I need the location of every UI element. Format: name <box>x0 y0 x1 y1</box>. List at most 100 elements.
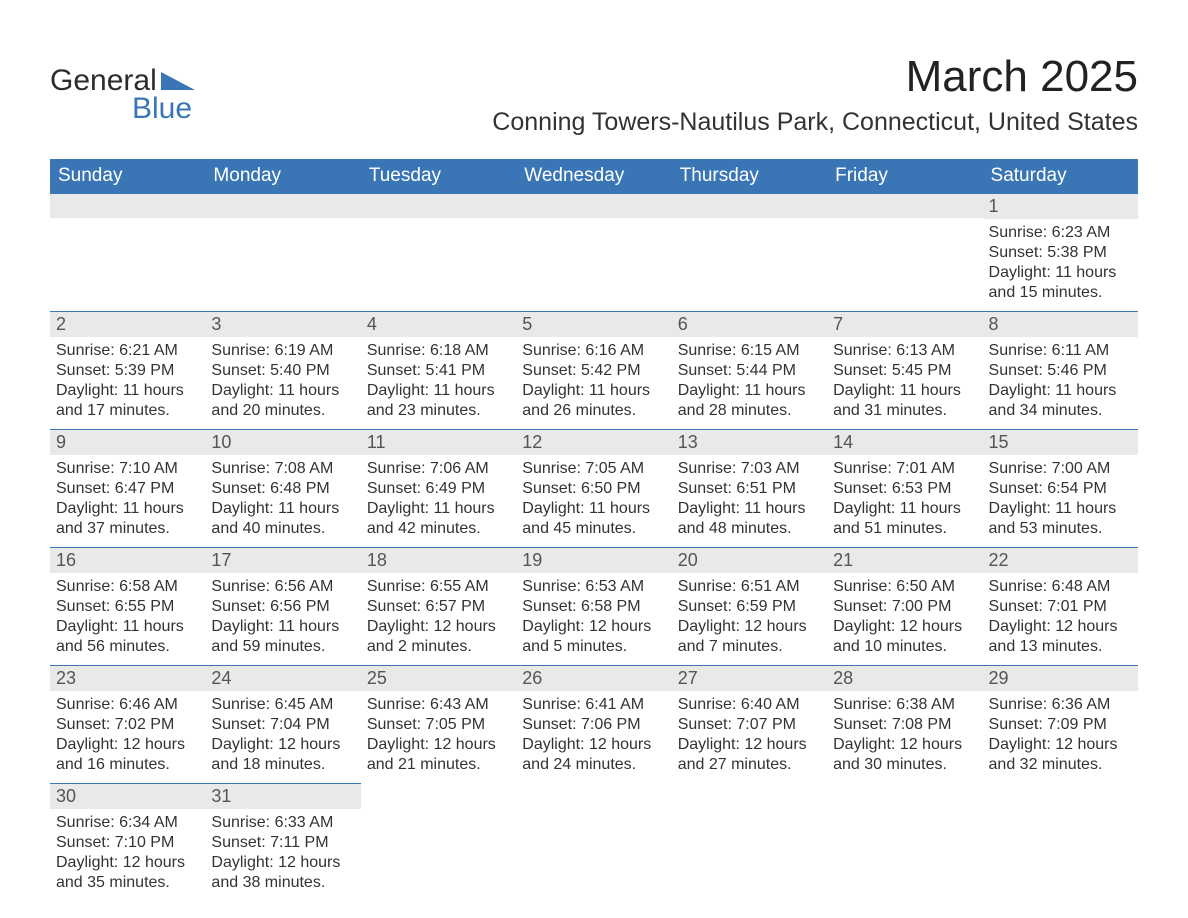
calendar-cell: 12Sunrise: 7:05 AMSunset: 6:50 PMDayligh… <box>516 430 671 548</box>
day-sunset: Sunset: 5:45 PM <box>833 361 976 381</box>
calendar-cell: 26Sunrise: 6:41 AMSunset: 7:06 PMDayligh… <box>516 666 671 784</box>
day-data: Sunrise: 6:11 AMSunset: 5:46 PMDaylight:… <box>983 337 1138 429</box>
calendar-cell <box>361 784 516 902</box>
calendar-week: 30Sunrise: 6:34 AMSunset: 7:10 PMDayligh… <box>50 784 1138 902</box>
day-sunrise: Sunrise: 7:00 AM <box>989 459 1132 479</box>
day-sunset: Sunset: 6:56 PM <box>211 597 354 617</box>
day-sunrise: Sunrise: 7:06 AM <box>367 459 510 479</box>
calendar-cell: 31Sunrise: 6:33 AMSunset: 7:11 PMDayligh… <box>205 784 360 902</box>
calendar-cell <box>827 784 982 902</box>
day-day1: Daylight: 11 hours <box>522 381 665 401</box>
calendar-head: SundayMondayTuesdayWednesdayThursdayFrid… <box>50 159 1138 194</box>
day-day2: and 53 minutes. <box>989 519 1132 539</box>
day-sunset: Sunset: 5:41 PM <box>367 361 510 381</box>
day-data <box>205 218 360 298</box>
day-data: Sunrise: 6:33 AMSunset: 7:11 PMDaylight:… <box>205 809 360 901</box>
day-number: 31 <box>205 784 360 809</box>
day-day1: Daylight: 11 hours <box>989 263 1132 283</box>
calendar-cell: 14Sunrise: 7:01 AMSunset: 6:53 PMDayligh… <box>827 430 982 548</box>
dayname-row: SundayMondayTuesdayWednesdayThursdayFrid… <box>50 159 1138 194</box>
day-day1: Daylight: 11 hours <box>989 499 1132 519</box>
day-data: Sunrise: 6:40 AMSunset: 7:07 PMDaylight:… <box>672 691 827 783</box>
day-day1: Daylight: 11 hours <box>56 381 199 401</box>
day-number: 14 <box>827 430 982 455</box>
day-sunrise: Sunrise: 6:50 AM <box>833 577 976 597</box>
calendar-cell: 22Sunrise: 6:48 AMSunset: 7:01 PMDayligh… <box>983 548 1138 666</box>
day-sunset: Sunset: 6:51 PM <box>678 479 821 499</box>
day-data: Sunrise: 6:51 AMSunset: 6:59 PMDaylight:… <box>672 573 827 665</box>
day-number: 27 <box>672 666 827 691</box>
calendar-cell <box>827 194 982 312</box>
day-data <box>983 808 1138 888</box>
day-data: Sunrise: 6:58 AMSunset: 6:55 PMDaylight:… <box>50 573 205 665</box>
dayname-saturday: Saturday <box>983 159 1138 194</box>
day-number <box>672 194 827 218</box>
day-day1: Daylight: 11 hours <box>367 499 510 519</box>
day-data: Sunrise: 6:48 AMSunset: 7:01 PMDaylight:… <box>983 573 1138 665</box>
day-data: Sunrise: 7:05 AMSunset: 6:50 PMDaylight:… <box>516 455 671 547</box>
day-day2: and 20 minutes. <box>211 401 354 421</box>
day-number: 12 <box>516 430 671 455</box>
location-subtitle: Conning Towers-Nautilus Park, Connecticu… <box>492 108 1138 137</box>
calendar-cell: 17Sunrise: 6:56 AMSunset: 6:56 PMDayligh… <box>205 548 360 666</box>
day-number <box>827 784 982 808</box>
day-sunset: Sunset: 7:05 PM <box>367 715 510 735</box>
day-day1: Daylight: 11 hours <box>367 381 510 401</box>
day-sunrise: Sunrise: 6:34 AM <box>56 813 199 833</box>
day-data: Sunrise: 6:55 AMSunset: 6:57 PMDaylight:… <box>361 573 516 665</box>
day-number <box>516 194 671 218</box>
calendar-cell: 29Sunrise: 6:36 AMSunset: 7:09 PMDayligh… <box>983 666 1138 784</box>
day-data: Sunrise: 6:23 AMSunset: 5:38 PMDaylight:… <box>983 219 1138 311</box>
calendar-cell: 13Sunrise: 7:03 AMSunset: 6:51 PMDayligh… <box>672 430 827 548</box>
day-sunrise: Sunrise: 6:11 AM <box>989 341 1132 361</box>
day-sunset: Sunset: 7:08 PM <box>833 715 976 735</box>
day-sunrise: Sunrise: 7:10 AM <box>56 459 199 479</box>
day-data: Sunrise: 7:06 AMSunset: 6:49 PMDaylight:… <box>361 455 516 547</box>
calendar-week: 9Sunrise: 7:10 AMSunset: 6:47 PMDaylight… <box>50 430 1138 548</box>
day-sunrise: Sunrise: 6:23 AM <box>989 223 1132 243</box>
day-number: 6 <box>672 312 827 337</box>
day-day2: and 18 minutes. <box>211 755 354 775</box>
day-number: 7 <box>827 312 982 337</box>
calendar-cell: 21Sunrise: 6:50 AMSunset: 7:00 PMDayligh… <box>827 548 982 666</box>
day-data: Sunrise: 7:10 AMSunset: 6:47 PMDaylight:… <box>50 455 205 547</box>
day-day2: and 45 minutes. <box>522 519 665 539</box>
day-day2: and 56 minutes. <box>56 637 199 657</box>
dayname-friday: Friday <box>827 159 982 194</box>
day-number <box>827 194 982 218</box>
day-day2: and 24 minutes. <box>522 755 665 775</box>
day-sunset: Sunset: 5:46 PM <box>989 361 1132 381</box>
calendar-cell: 4Sunrise: 6:18 AMSunset: 5:41 PMDaylight… <box>361 312 516 430</box>
day-sunrise: Sunrise: 6:53 AM <box>522 577 665 597</box>
day-data <box>516 218 671 298</box>
day-number: 5 <box>516 312 671 337</box>
calendar-cell: 11Sunrise: 7:06 AMSunset: 6:49 PMDayligh… <box>361 430 516 548</box>
day-number: 21 <box>827 548 982 573</box>
day-day1: Daylight: 12 hours <box>56 735 199 755</box>
day-sunset: Sunset: 7:06 PM <box>522 715 665 735</box>
calendar-cell: 16Sunrise: 6:58 AMSunset: 6:55 PMDayligh… <box>50 548 205 666</box>
calendar-cell: 8Sunrise: 6:11 AMSunset: 5:46 PMDaylight… <box>983 312 1138 430</box>
calendar-cell: 20Sunrise: 6:51 AMSunset: 6:59 PMDayligh… <box>672 548 827 666</box>
day-data: Sunrise: 6:34 AMSunset: 7:10 PMDaylight:… <box>50 809 205 901</box>
day-data: Sunrise: 6:53 AMSunset: 6:58 PMDaylight:… <box>516 573 671 665</box>
day-day2: and 38 minutes. <box>211 873 354 893</box>
calendar-cell <box>205 194 360 312</box>
day-sunrise: Sunrise: 6:45 AM <box>211 695 354 715</box>
day-day2: and 34 minutes. <box>989 401 1132 421</box>
day-day2: and 5 minutes. <box>522 637 665 657</box>
day-data <box>672 808 827 888</box>
calendar-cell <box>516 194 671 312</box>
day-sunset: Sunset: 5:44 PM <box>678 361 821 381</box>
calendar-cell: 5Sunrise: 6:16 AMSunset: 5:42 PMDaylight… <box>516 312 671 430</box>
day-day1: Daylight: 11 hours <box>56 499 199 519</box>
day-data: Sunrise: 7:01 AMSunset: 6:53 PMDaylight:… <box>827 455 982 547</box>
day-sunset: Sunset: 7:02 PM <box>56 715 199 735</box>
day-number: 1 <box>983 194 1138 219</box>
day-number: 24 <box>205 666 360 691</box>
day-number <box>516 784 671 808</box>
day-sunrise: Sunrise: 6:19 AM <box>211 341 354 361</box>
day-sunrise: Sunrise: 7:01 AM <box>833 459 976 479</box>
day-day1: Daylight: 11 hours <box>522 499 665 519</box>
day-day1: Daylight: 12 hours <box>56 853 199 873</box>
